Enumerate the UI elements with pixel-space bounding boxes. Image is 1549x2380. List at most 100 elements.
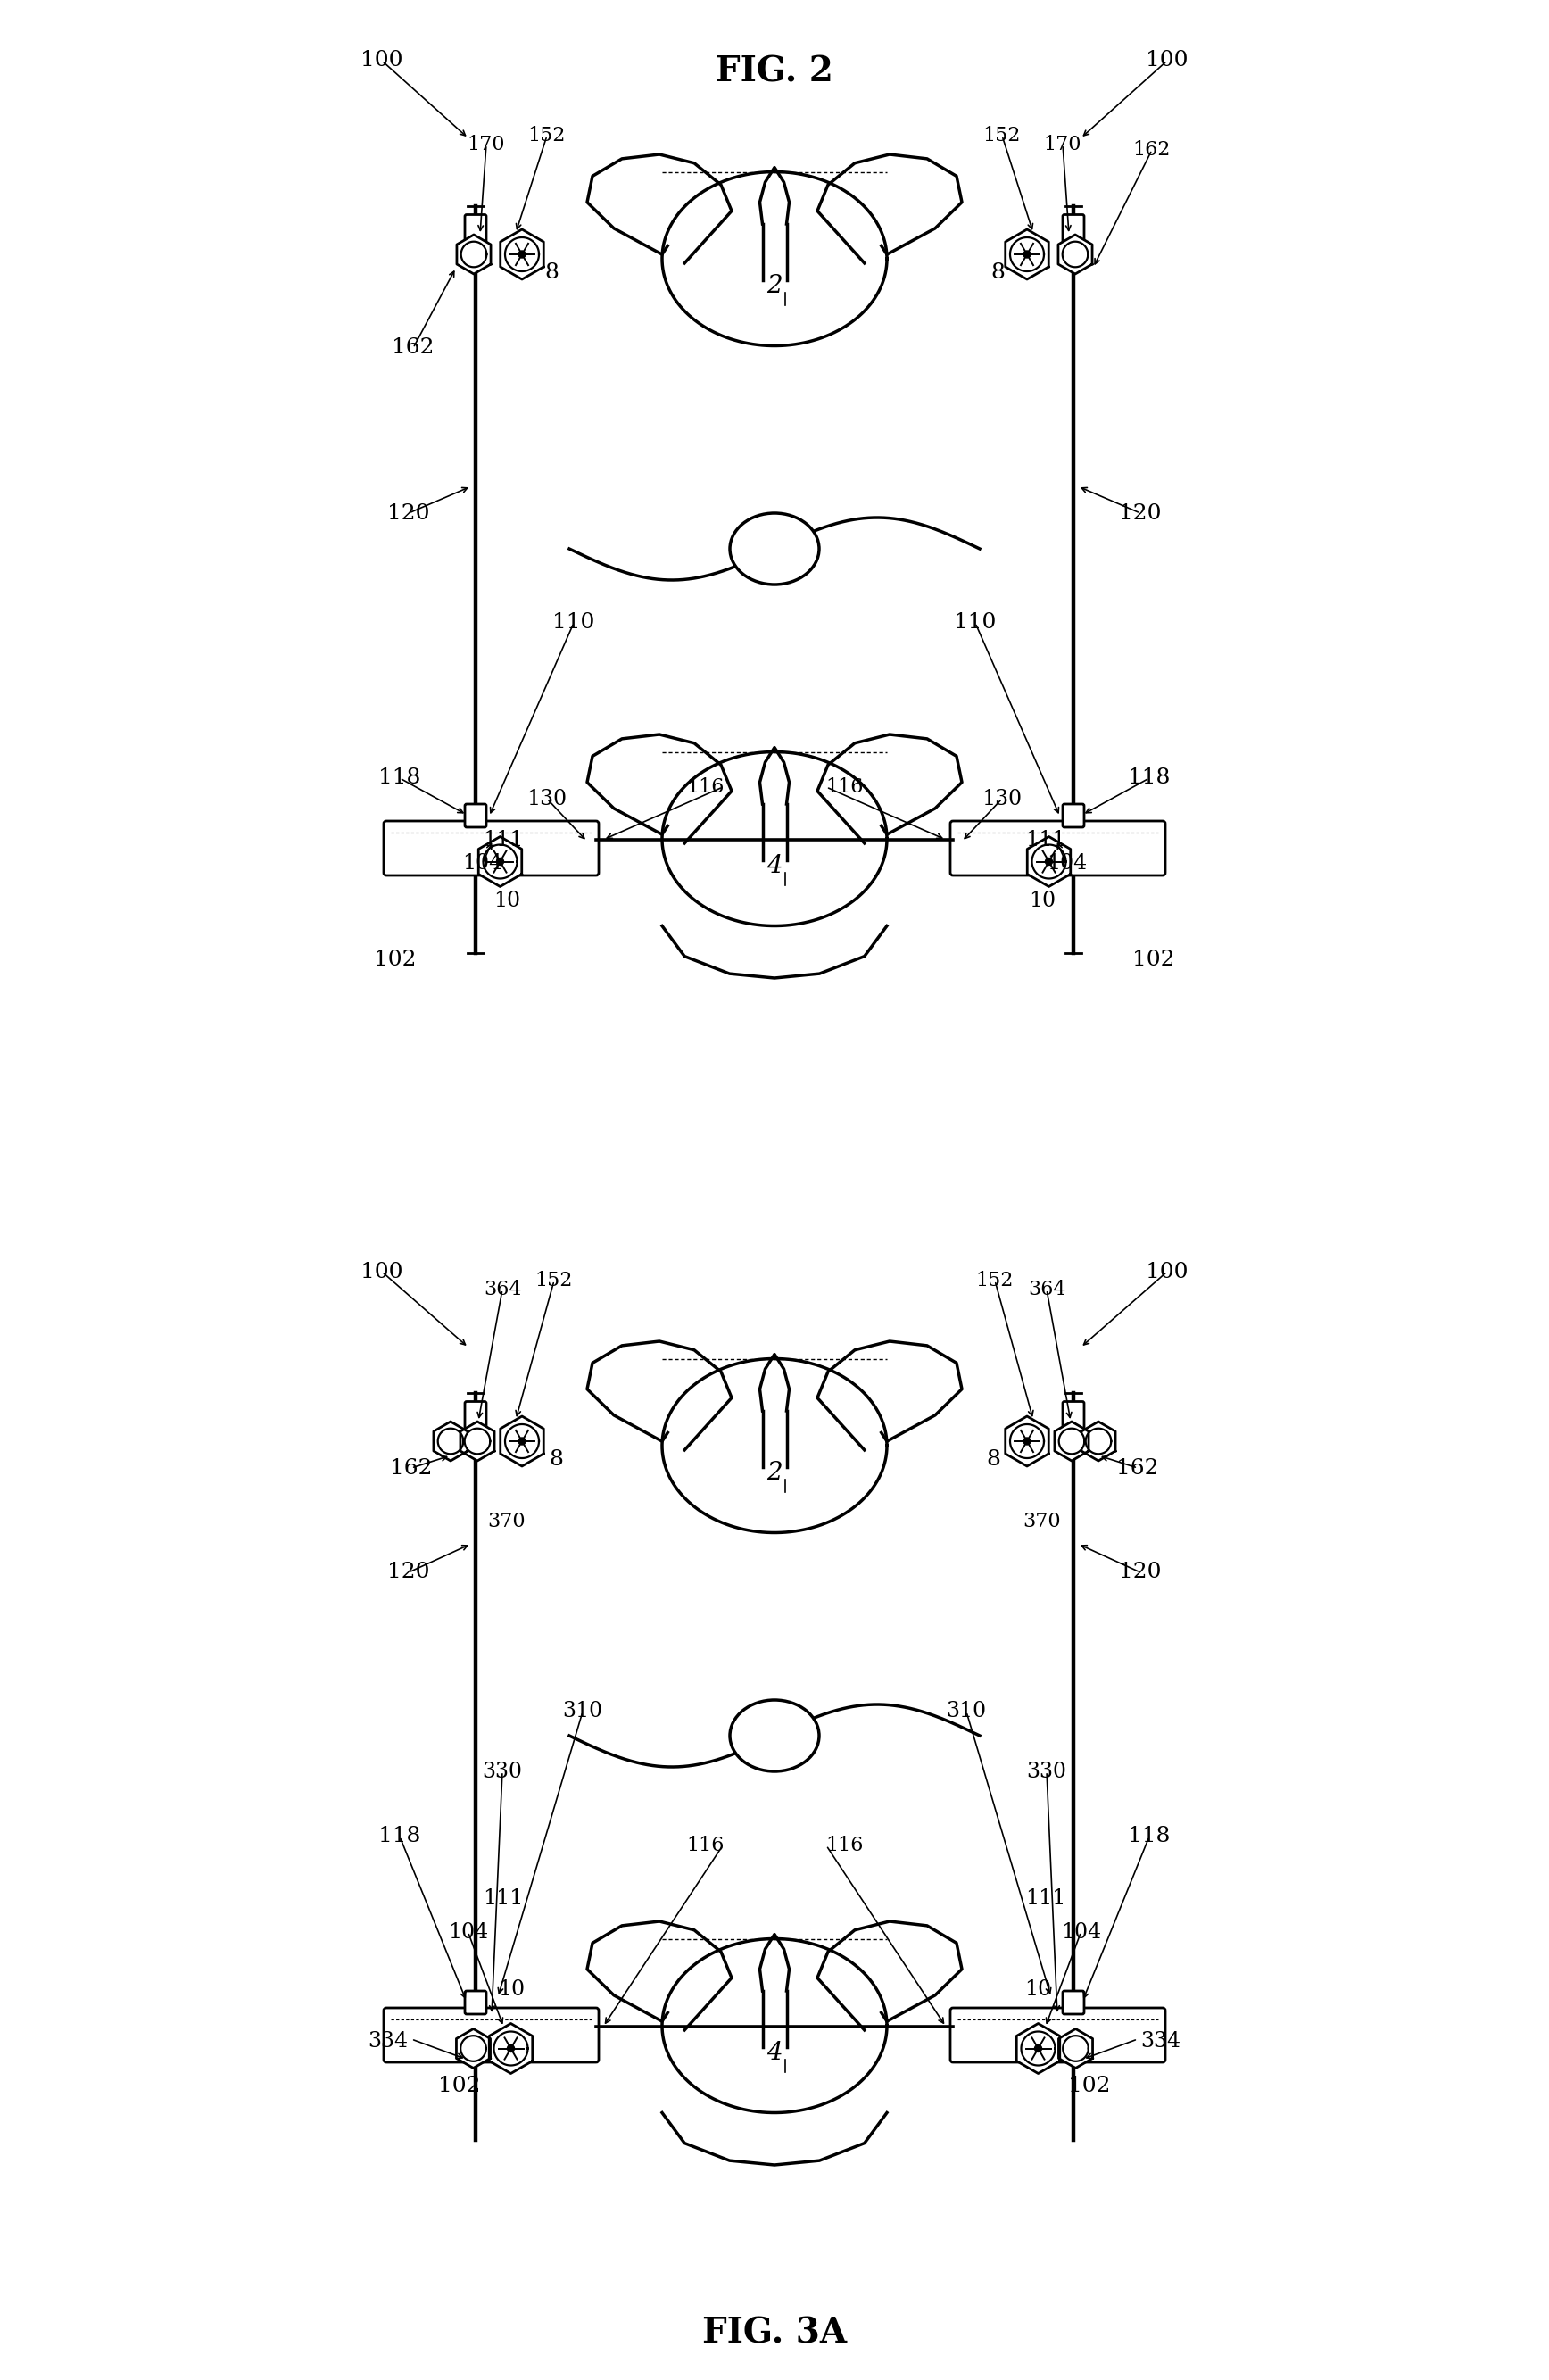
Text: 152: 152 <box>536 1271 573 1290</box>
Polygon shape <box>587 1921 731 2030</box>
FancyBboxPatch shape <box>1063 214 1084 243</box>
Polygon shape <box>818 735 962 843</box>
Polygon shape <box>587 155 731 264</box>
Text: 162: 162 <box>392 338 434 359</box>
Text: 120: 120 <box>1118 1561 1162 1583</box>
Text: 2: 2 <box>767 1461 782 1485</box>
Polygon shape <box>818 1342 962 1449</box>
Polygon shape <box>1063 2035 1089 2061</box>
Text: 104: 104 <box>462 854 502 873</box>
Text: 111: 111 <box>1025 1890 1066 1909</box>
Polygon shape <box>438 1428 463 1454</box>
Polygon shape <box>818 155 962 264</box>
FancyBboxPatch shape <box>465 1402 486 1430</box>
Polygon shape <box>489 2023 533 2073</box>
Polygon shape <box>1046 859 1052 866</box>
Polygon shape <box>953 823 1163 873</box>
Polygon shape <box>759 747 790 804</box>
Polygon shape <box>1058 236 1092 274</box>
Polygon shape <box>457 2028 491 2068</box>
FancyBboxPatch shape <box>384 2009 599 2063</box>
Polygon shape <box>1035 2044 1042 2052</box>
Text: 162: 162 <box>390 1457 432 1478</box>
Text: 364: 364 <box>483 1280 522 1299</box>
Polygon shape <box>661 1940 888 2113</box>
Polygon shape <box>1060 1428 1084 1454</box>
Text: 370: 370 <box>488 1511 525 1530</box>
Polygon shape <box>500 228 544 278</box>
Polygon shape <box>483 845 517 878</box>
Polygon shape <box>497 859 503 866</box>
Text: 10: 10 <box>497 1980 525 1999</box>
Polygon shape <box>457 236 491 274</box>
Text: 2: 2 <box>767 274 782 298</box>
Polygon shape <box>818 1921 962 2030</box>
Text: 100: 100 <box>361 50 403 71</box>
Text: 162: 162 <box>1132 140 1171 159</box>
Polygon shape <box>1005 228 1049 278</box>
Polygon shape <box>759 167 790 224</box>
Text: 118: 118 <box>378 769 421 788</box>
Polygon shape <box>661 752 888 926</box>
Polygon shape <box>587 735 731 843</box>
Text: 152: 152 <box>984 126 1021 145</box>
Polygon shape <box>494 2033 528 2066</box>
Polygon shape <box>1055 1421 1089 1461</box>
Text: 118: 118 <box>1128 1825 1171 1847</box>
Text: 162: 162 <box>1117 1457 1159 1478</box>
Text: 100: 100 <box>361 1261 403 1283</box>
FancyBboxPatch shape <box>384 821 599 876</box>
Polygon shape <box>661 1359 888 1533</box>
Text: 330: 330 <box>1027 1761 1067 1783</box>
Text: 111: 111 <box>483 831 524 852</box>
Polygon shape <box>1086 1428 1111 1454</box>
Polygon shape <box>1016 2023 1060 2073</box>
Polygon shape <box>661 2113 888 2166</box>
Text: 102: 102 <box>438 2075 480 2097</box>
Text: 100: 100 <box>1146 1261 1188 1283</box>
Polygon shape <box>587 1342 731 1449</box>
Polygon shape <box>953 2011 1163 2059</box>
Text: 130: 130 <box>527 788 567 809</box>
Polygon shape <box>460 2035 486 2061</box>
Text: 170: 170 <box>468 136 505 155</box>
Text: 330: 330 <box>482 1761 522 1783</box>
Text: 120: 120 <box>387 502 431 524</box>
FancyBboxPatch shape <box>1063 1402 1084 1430</box>
Text: 102: 102 <box>1132 950 1174 969</box>
Ellipse shape <box>730 514 819 585</box>
Text: 4: 4 <box>767 2040 782 2063</box>
Polygon shape <box>1024 250 1030 257</box>
FancyBboxPatch shape <box>465 1992 486 2013</box>
Polygon shape <box>507 2044 514 2052</box>
FancyBboxPatch shape <box>950 2009 1165 2063</box>
Text: 116: 116 <box>826 1835 863 1856</box>
Polygon shape <box>661 926 888 978</box>
Polygon shape <box>479 838 522 888</box>
Text: 104: 104 <box>1047 854 1087 873</box>
Text: 118: 118 <box>1128 769 1171 788</box>
Polygon shape <box>1010 1423 1044 1459</box>
Text: 152: 152 <box>976 1271 1013 1290</box>
Polygon shape <box>434 1421 468 1461</box>
Text: 152: 152 <box>528 126 565 145</box>
Polygon shape <box>460 1421 494 1461</box>
Polygon shape <box>1063 243 1087 267</box>
Polygon shape <box>465 1428 489 1454</box>
Text: 10: 10 <box>494 890 520 912</box>
Text: 120: 120 <box>1118 502 1162 524</box>
Polygon shape <box>1032 845 1066 878</box>
Polygon shape <box>500 1416 544 1466</box>
Text: 310: 310 <box>562 1702 603 1721</box>
Polygon shape <box>386 823 596 873</box>
Text: 110: 110 <box>954 612 996 633</box>
Polygon shape <box>1058 2028 1092 2068</box>
FancyBboxPatch shape <box>465 804 486 828</box>
Ellipse shape <box>730 1699 819 1771</box>
FancyBboxPatch shape <box>1063 804 1084 828</box>
Text: 118: 118 <box>378 1825 421 1847</box>
Polygon shape <box>759 1935 790 1992</box>
Polygon shape <box>1081 1421 1115 1461</box>
Text: 8: 8 <box>544 262 559 283</box>
Polygon shape <box>1010 238 1044 271</box>
